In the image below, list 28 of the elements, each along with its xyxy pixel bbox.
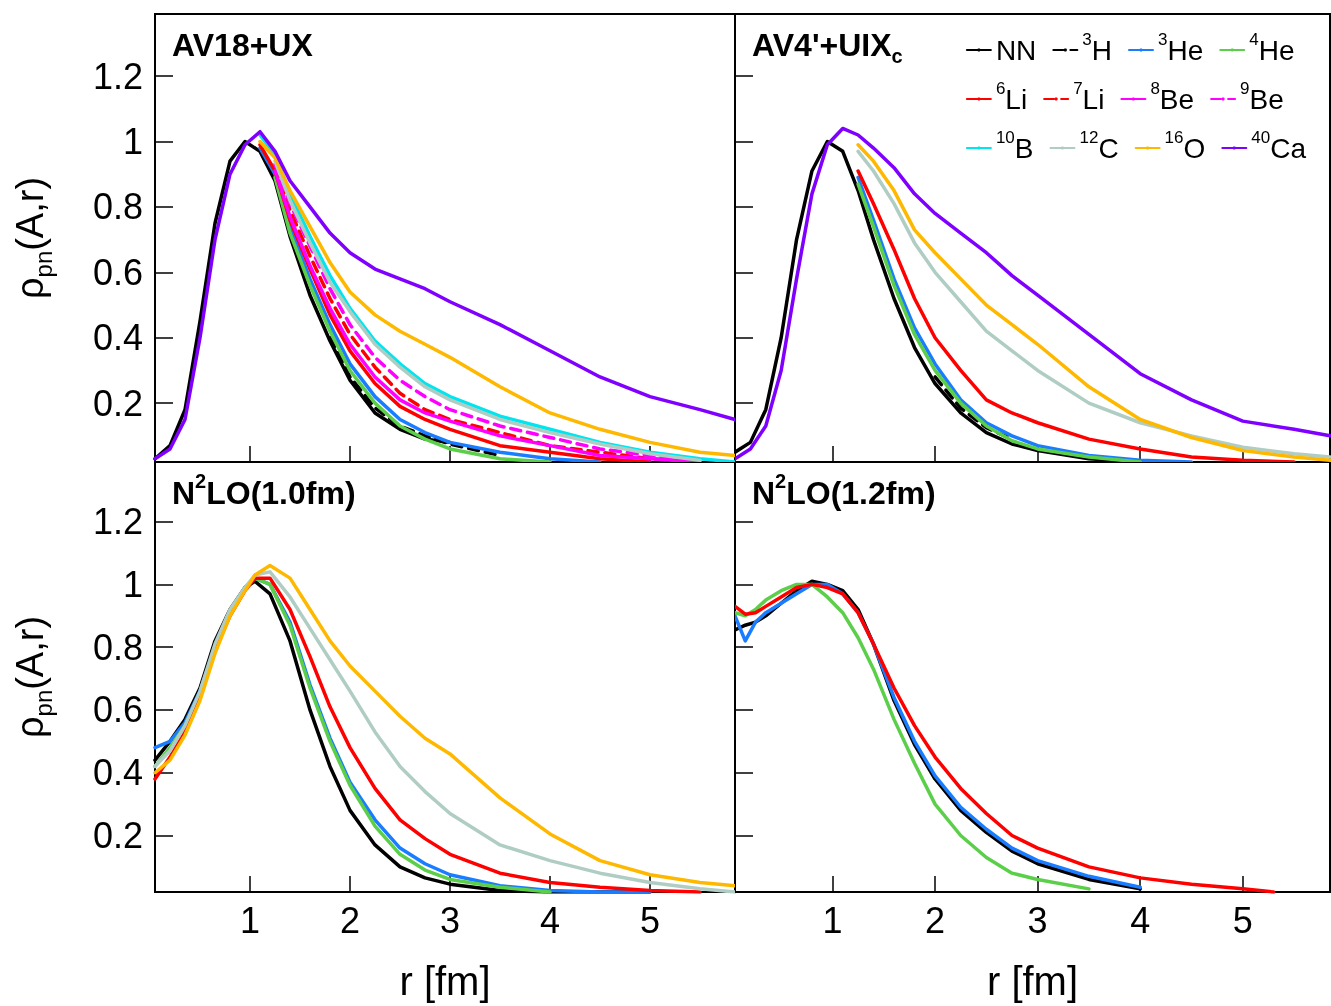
y-axis-title: ρpn(A,r) [8, 615, 57, 739]
y-tick-label: 0.2 [92, 382, 143, 424]
y-axis-title: ρpn(A,r) [8, 176, 57, 300]
y-tick-label: 0.8 [92, 186, 143, 228]
x-tick-label: 4 [1130, 899, 1151, 941]
y-tick-label: 0.4 [92, 752, 143, 794]
y-tick-label: 1 [122, 121, 143, 163]
x-tick-label: 5 [1232, 899, 1253, 941]
x-tick-label: 2 [339, 899, 361, 941]
x-tick-label: 3 [439, 899, 461, 941]
x-tick-label: 4 [539, 899, 561, 941]
chart-title: AV18+UX [172, 26, 314, 63]
y-tick-label: 0.6 [92, 689, 143, 731]
y-tick-label: 0.8 [92, 626, 143, 668]
x-tick-label: 3 [1027, 899, 1048, 941]
y-tick-label: 1.2 [92, 55, 143, 97]
x-axis-title: r [fm] [399, 959, 491, 1003]
y-tick-label: 0.4 [92, 317, 143, 359]
y-tick-label: 1 [122, 563, 143, 605]
x-tick-label: 2 [925, 899, 946, 941]
y-tick-label: 0.2 [92, 815, 143, 856]
legend-label: NN [995, 34, 1037, 66]
x-tick-label: 1 [822, 899, 843, 941]
y-tick-label: 0.6 [92, 251, 143, 293]
y-tick-label: 1.2 [92, 501, 143, 543]
x-axis-title: r [fm] [986, 959, 1079, 1003]
x-tick-label: 5 [639, 899, 661, 941]
x-tick-label: 1 [239, 899, 261, 941]
